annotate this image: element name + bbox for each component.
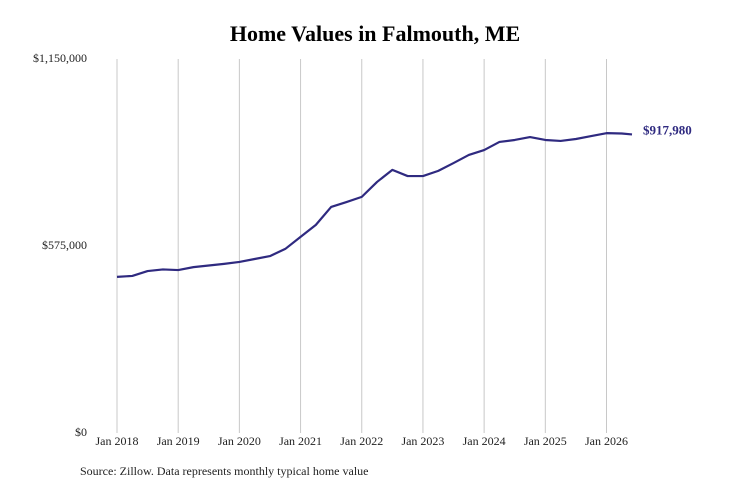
y-tick-label: $1,150,000 xyxy=(33,51,87,65)
chart-title: Home Values in Falmouth, ME xyxy=(230,21,520,46)
y-tick-label: $575,000 xyxy=(42,238,87,252)
x-tick-label: Jan 2022 xyxy=(340,434,383,448)
x-tick-label: Jan 2024 xyxy=(463,434,506,448)
x-tick-label: Jan 2020 xyxy=(218,434,261,448)
value-label: $917,980 xyxy=(643,122,692,137)
line xyxy=(116,132,633,278)
x-tick-label: Jan 2018 xyxy=(96,434,139,448)
x-tick-label: Jan 2019 xyxy=(157,434,200,448)
x-tick-label: Jan 2025 xyxy=(524,434,567,448)
x-tick-label: Jan 2026 xyxy=(585,434,628,448)
x-tick-label: Jan 2023 xyxy=(401,434,444,448)
y-tick-label: $0 xyxy=(75,425,87,439)
source-note: Source: Zillow. Data represents monthly … xyxy=(80,464,368,478)
x-tick-label: Jan 2021 xyxy=(279,434,322,448)
